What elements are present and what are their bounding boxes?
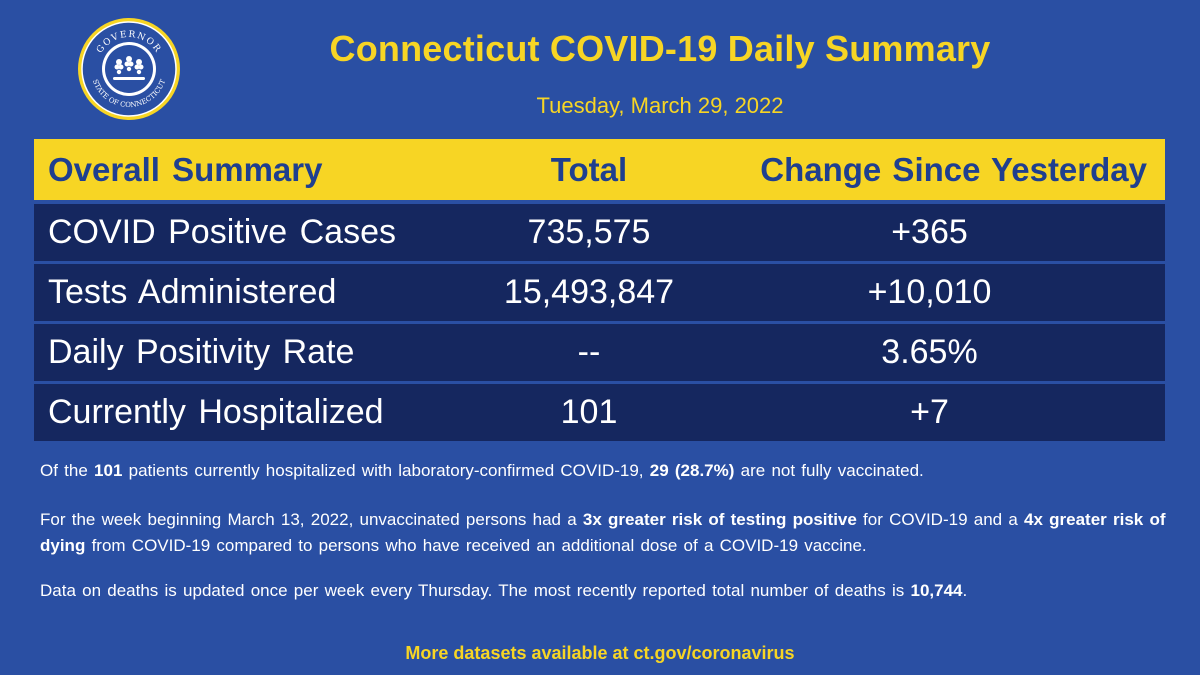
report-date: Tuesday, March 29, 2022	[536, 93, 784, 118]
note-text: Data on deaths is updated once per week …	[40, 581, 911, 600]
row-total: --	[577, 333, 601, 371]
row-change: +10,010	[867, 273, 992, 311]
row-label: Daily Positivity Rate	[48, 333, 355, 371]
note-text: for COVID-19 and a	[856, 510, 1025, 529]
row-label: Currently Hospitalized	[48, 393, 384, 431]
row-change: +7	[910, 393, 949, 431]
note-text: Of the	[40, 461, 95, 480]
row-change: 3.65%	[881, 333, 978, 371]
column-header-overall-summary: Overall Summary	[48, 150, 323, 188]
table-row: Daily Positivity Rate -- 3.65%	[34, 324, 1165, 381]
note-text: For the week beginning March 13, 2022, u…	[40, 510, 583, 529]
row-total: 15,493,847	[503, 273, 675, 311]
state-seal-logo: GOVERNOR STATE OF CONNECTICUT	[77, 17, 181, 121]
note-text: .	[962, 581, 968, 600]
row-label: Tests Administered	[48, 273, 337, 311]
note-emphasis: 4x greater risk of dying	[40, 510, 1166, 555]
summary-table: Overall Summary Total Change Since Yeste…	[34, 139, 1165, 444]
datasets-link[interactable]: More datasets available at ct.gov/corona…	[405, 643, 795, 663]
note-emphasis: 101	[94, 461, 123, 480]
note-emphasis: 3x greater risk of testing positive	[582, 510, 857, 529]
risk-note: For the week beginning March 13, 2022, u…	[40, 507, 1170, 559]
column-header-change: Change Since Yesterday	[760, 150, 1147, 188]
row-total: 101	[560, 393, 618, 431]
table-header-row: Overall Summary Total Change Since Yeste…	[34, 139, 1165, 200]
table-row: COVID Positive Cases 735,575 +365	[34, 204, 1165, 261]
page-title: Connecticut COVID-19 Daily Summary	[329, 28, 991, 69]
deaths-note: Data on deaths is updated once per week …	[40, 578, 1170, 604]
note-text: patients currently hospitalized with lab…	[122, 461, 650, 480]
table-row: Currently Hospitalized 101 +7	[34, 384, 1165, 441]
row-label: COVID Positive Cases	[48, 213, 396, 251]
table-row: Tests Administered 15,493,847 +10,010	[34, 264, 1165, 321]
column-header-total: Total	[550, 150, 628, 188]
hospitalization-note: Of the 101 patients currently hospitaliz…	[40, 458, 1170, 484]
row-change: +365	[891, 213, 968, 251]
note-text: from COVID-19 compared to persons who ha…	[85, 536, 867, 555]
note-emphasis: 10,744	[910, 581, 963, 600]
note-text: are not fully vaccinated.	[734, 461, 924, 480]
note-emphasis: 29 (28.7%)	[649, 461, 735, 480]
row-total: 735,575	[527, 213, 651, 251]
